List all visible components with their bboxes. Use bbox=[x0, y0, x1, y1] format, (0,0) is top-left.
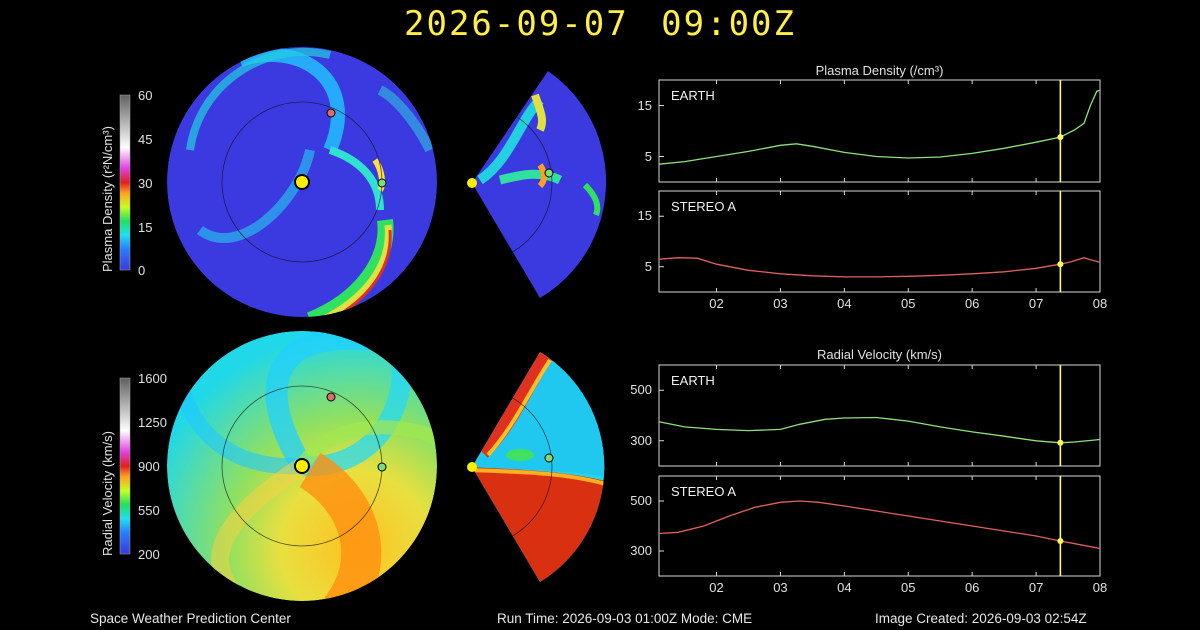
x-tick-label: 04 bbox=[837, 296, 852, 311]
y-tick-label: 500 bbox=[630, 382, 652, 398]
x-tick-label: 07 bbox=[1028, 296, 1044, 311]
velocity-colorbar bbox=[119, 377, 131, 555]
time-series-plots bbox=[658, 79, 1101, 577]
y-tick-label: 300 bbox=[630, 543, 652, 558]
x-tick-label: 08 bbox=[1092, 580, 1108, 595]
x-tick-label: 07 bbox=[1028, 580, 1044, 595]
x-tick-label: 06 bbox=[964, 580, 980, 595]
x-tick-label: 05 bbox=[901, 296, 916, 311]
density-tick: 0 bbox=[138, 263, 146, 278]
plot-title: Radial Velocity (km/s) bbox=[817, 347, 942, 362]
stereo-a-series-line bbox=[658, 257, 1101, 278]
panel-name: STEREO A bbox=[671, 484, 737, 499]
current-time-dot bbox=[1057, 134, 1064, 141]
plot-frame bbox=[658, 364, 1101, 467]
footer-organization: Space Weather Prediction Center bbox=[90, 611, 291, 626]
y-tick-label: 5 bbox=[644, 258, 652, 274]
panel-name: STEREO A bbox=[671, 199, 737, 214]
density-colorbar bbox=[119, 94, 131, 271]
sun-marker-wedge bbox=[467, 178, 477, 188]
footer-image-created: Image Created: 2026-09-03 02:54Z bbox=[875, 611, 1087, 626]
forecast-timestamp: 2026-09-07 09:00Z bbox=[404, 4, 796, 44]
current-time-dot bbox=[1057, 538, 1064, 544]
earth-series-line bbox=[658, 89, 1101, 165]
y-tick-label: 500 bbox=[630, 493, 652, 508]
panel-name: EARTH bbox=[671, 373, 715, 388]
plot-frame bbox=[658, 190, 1101, 293]
earth-marker bbox=[377, 178, 387, 188]
x-tick-label: 05 bbox=[901, 580, 916, 595]
footer-run-time: Run Time: 2026-09-03 01:00Z Mode: CME bbox=[497, 611, 753, 626]
stereo-a-marker bbox=[326, 108, 336, 118]
sun-marker bbox=[294, 174, 310, 190]
velocity-tick: 550 bbox=[138, 503, 160, 518]
x-tick-label: 08 bbox=[1092, 296, 1108, 311]
density-colorbar-label: Plasma Density (r²N/cm³) bbox=[100, 126, 115, 272]
current-time-dot bbox=[1057, 439, 1064, 446]
velocity-tick: 1250 bbox=[138, 415, 167, 430]
y-tick-label: 15 bbox=[637, 208, 652, 224]
sun-marker-wedge-2 bbox=[467, 462, 477, 472]
velocity-tick: 1600 bbox=[138, 371, 167, 386]
earth-marker-wedge bbox=[544, 168, 554, 178]
sun-marker-2 bbox=[294, 458, 310, 474]
x-tick-label: 06 bbox=[964, 296, 980, 311]
plot-frame bbox=[658, 475, 1101, 577]
y-tick-label: 15 bbox=[637, 97, 652, 113]
y-tick-label: 300 bbox=[630, 432, 652, 448]
velocity-colorbar-label: Radial Velocity (km/s) bbox=[100, 431, 115, 556]
density-tick: 60 bbox=[138, 88, 153, 103]
velocity-tick: 200 bbox=[138, 547, 160, 562]
stereo-a-marker-2 bbox=[326, 392, 336, 402]
panel-name: EARTH bbox=[671, 88, 715, 103]
density-tick: 30 bbox=[138, 176, 153, 191]
velocity-tick: 900 bbox=[138, 459, 160, 474]
density-tick: 15 bbox=[138, 220, 153, 235]
stereo-a-series-line bbox=[658, 500, 1101, 550]
plot-frame bbox=[658, 79, 1101, 183]
plot-title: Plasma Density (/cm³) bbox=[815, 63, 944, 78]
density-tick: 45 bbox=[138, 132, 153, 147]
earth-marker-2 bbox=[377, 462, 387, 472]
x-tick-label: 02 bbox=[709, 296, 724, 311]
current-time-dot bbox=[1057, 261, 1064, 268]
earth-series-line bbox=[658, 416, 1101, 444]
y-tick-label: 5 bbox=[644, 148, 652, 164]
x-tick-label: 03 bbox=[773, 296, 788, 311]
earth-marker-wedge-2 bbox=[544, 453, 554, 463]
x-tick-label: 04 bbox=[837, 580, 852, 595]
x-tick-label: 02 bbox=[709, 580, 724, 595]
x-tick-label: 03 bbox=[773, 580, 788, 595]
